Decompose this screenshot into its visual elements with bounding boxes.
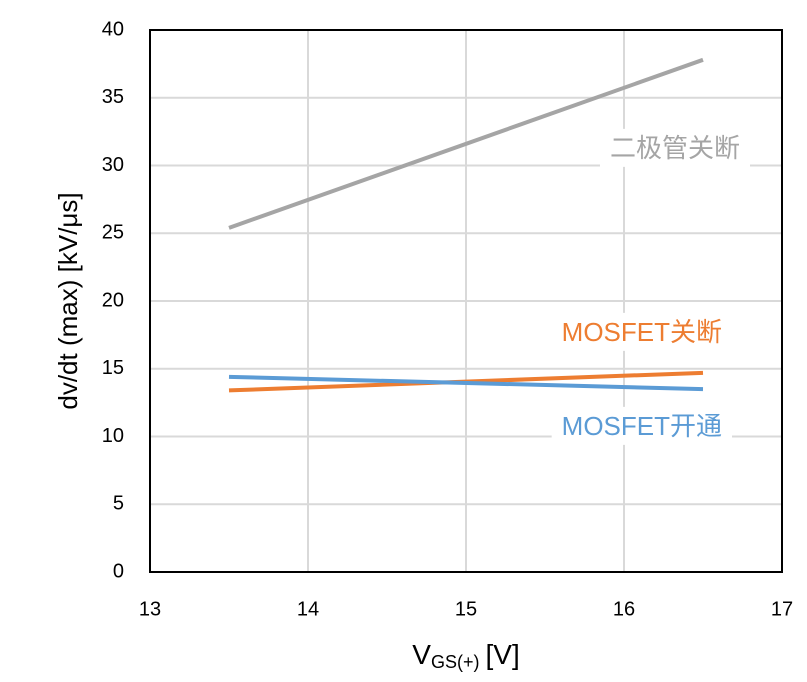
plot-frame [149, 29, 783, 573]
x-axis-label: VGS(+) [V] [412, 639, 519, 671]
y-tick-label: 0 [113, 560, 124, 582]
y-tick-label: 25 [102, 222, 124, 244]
x-tick-label: 17 [771, 598, 793, 620]
x-tick-label: 15 [455, 598, 477, 620]
y-tick-label: 15 [102, 357, 124, 379]
y-tick-label: 10 [102, 425, 124, 447]
series-label: 二极管关断 [610, 133, 740, 163]
y-tick-label: 30 [102, 154, 124, 176]
x-tick-label: 14 [297, 598, 319, 620]
series-label-background [599, 128, 750, 167]
x-tick-label: 16 [613, 598, 635, 620]
series-label: MOSFET关断 [562, 317, 722, 347]
series-line [228, 374, 704, 392]
series-label-background [551, 312, 732, 351]
x-axis-label-main: V [412, 639, 431, 670]
y-tick-label: 20 [102, 289, 124, 311]
y-axis-label: dv/dt (max) [kV/μs] [53, 192, 83, 409]
series-label-background [551, 406, 732, 445]
y-tick-label: 5 [113, 493, 124, 515]
series-label: MOSFET开通 [562, 411, 722, 441]
x-axis-label-sub: GS(+) [431, 652, 480, 672]
y-tick-label: 35 [102, 86, 124, 108]
x-axis-label-unit: [V] [485, 639, 519, 670]
y-tick-label: 40 [102, 18, 124, 40]
x-tick-label: 13 [139, 598, 161, 620]
series-line [228, 57, 704, 230]
